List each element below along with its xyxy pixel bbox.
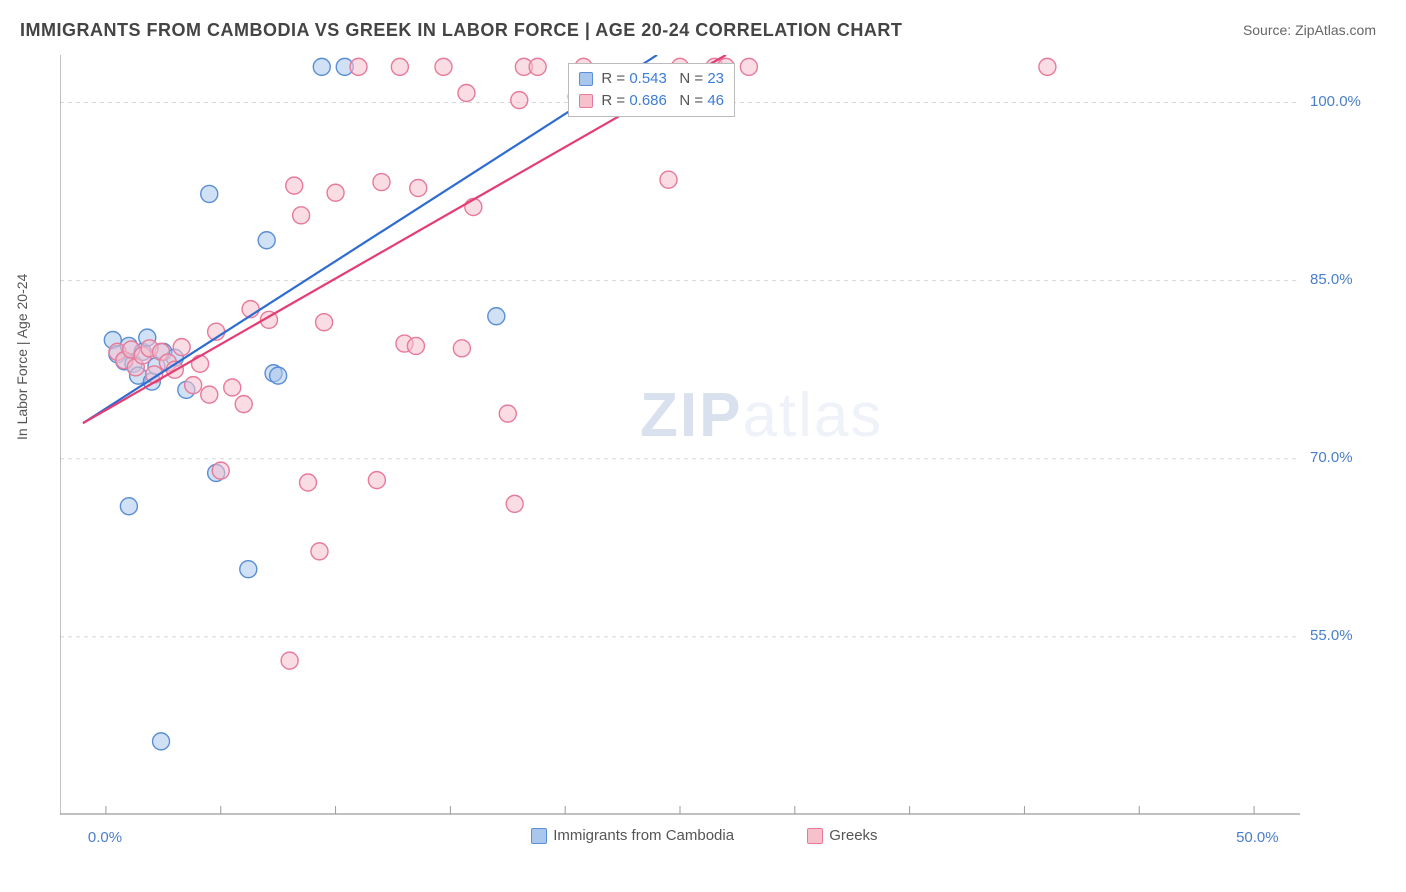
y-tick: 70.0% [1310, 449, 1353, 466]
watermark: ZIPatlas [640, 380, 883, 451]
legend-swatch [807, 828, 823, 844]
chart-title: IMMIGRANTS FROM CAMBODIA VS GREEK IN LAB… [20, 20, 902, 41]
watermark-bold: ZIP [640, 381, 742, 450]
legend-label: Greeks [829, 827, 877, 844]
y-tick: 100.0% [1310, 93, 1361, 110]
x-tick: 50.0% [1236, 829, 1279, 846]
legend-item: Immigrants from Cambodia [531, 827, 734, 844]
x-tick: 0.0% [88, 829, 122, 846]
source-label: Source: ZipAtlas.com [1243, 22, 1376, 38]
watermark-rest: atlas [742, 381, 883, 450]
y-axis-label: In Labor Force | Age 20-24 [14, 274, 30, 440]
stats-row: R = 0.686 N = 46 [579, 90, 724, 112]
y-tick: 55.0% [1310, 627, 1353, 644]
y-tick: 85.0% [1310, 271, 1353, 288]
legend-swatch [531, 828, 547, 844]
stats-box: R = 0.543 N = 23 R = 0.686 N = 46 [568, 63, 735, 117]
legend-item: Greeks [807, 827, 877, 844]
stats-row: R = 0.543 N = 23 [579, 68, 724, 90]
legend-label: Immigrants from Cambodia [553, 827, 734, 844]
